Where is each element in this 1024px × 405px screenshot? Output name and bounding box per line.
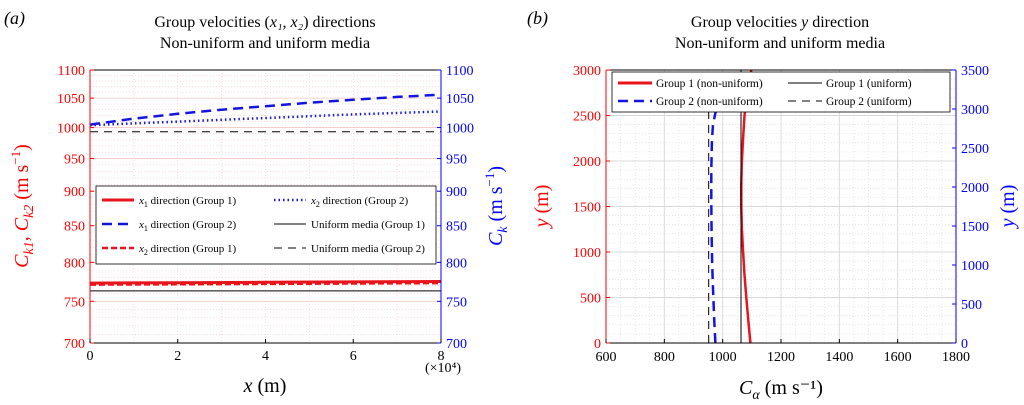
legend-label: Group 2 (non-uniform) <box>656 96 763 108</box>
panel-b-right-y-axis-label: y (m) <box>997 185 1019 230</box>
x-tick-label: 600 <box>596 350 617 365</box>
x-tick-label: 6 <box>350 349 357 364</box>
panel-a-title-line1: Group velocities (x₁, x₂) directions <box>154 14 375 31</box>
right-y-tick-label: 3500 <box>961 64 989 79</box>
left-y-tick-label: 850 <box>64 220 85 235</box>
legend-a-box <box>95 185 437 265</box>
legend-label: Group 2 (uniform) <box>826 96 912 108</box>
legend-b: Group 1 (non-uniform) Group 1 (uniform) Gr… <box>611 71 951 113</box>
panel-b-title-line2: Non-uniform and uniform media <box>675 35 885 52</box>
panel-a-x-axis-label: x (m) <box>243 375 287 397</box>
right-y-tick-label: 3000 <box>961 103 989 118</box>
panel-a-x-multiplier: (×10⁴) <box>425 361 461 376</box>
right-y-tick-label: 750 <box>446 295 467 310</box>
right-y-tick-label: 700 <box>446 337 467 352</box>
panel-b-title-line1: Group velocities y direction <box>691 14 869 31</box>
series-line <box>89 93 442 126</box>
legend-a: x1 direction (Group 1) x2 direction (Grou… <box>95 185 437 265</box>
left-y-tick-label: 0 <box>594 337 601 352</box>
left-y-tick-label: 1000 <box>573 246 601 261</box>
plot-a: 700 700 750 750 800 800 850 850 900 900 950 950 1000… <box>57 64 474 364</box>
plot-b: 0 500 1000 1500 2000 2500 3000 0 500 1000 1500 2000… <box>573 64 989 365</box>
legend-label: Group 1 (non-uniform) <box>656 78 763 90</box>
left-y-tick-label: 1100 <box>58 64 85 79</box>
panel-a-label: (a) <box>4 8 25 29</box>
right-y-tick-label: 1050 <box>446 92 474 107</box>
panel-b-label: (b) <box>527 8 548 29</box>
legend-label: x1 direction (Group 1) <box>138 195 237 209</box>
series-line <box>89 280 442 285</box>
x-tick-label: 800 <box>654 350 675 365</box>
right-y-tick-label: 2000 <box>961 181 989 196</box>
panel-b-x-axis-label: Cα (m s⁻¹) <box>739 377 823 403</box>
left-y-tick-label: 2500 <box>573 110 601 125</box>
right-y-tick-label: 1500 <box>961 220 989 235</box>
right-y-tick-label: 1000 <box>961 259 989 274</box>
right-y-tick-label: 900 <box>446 185 467 200</box>
legend-b-box <box>611 71 951 113</box>
left-y-tick-label: 1000 <box>57 122 85 137</box>
left-y-tick-label: 2000 <box>573 155 601 170</box>
x-tick-label: 1600 <box>884 350 912 365</box>
x-tick-label: 0 <box>87 349 94 364</box>
x-tick-label: 8 <box>438 349 445 364</box>
right-y-tick-label: 500 <box>961 298 982 313</box>
x-tick-label: 4 <box>262 349 269 364</box>
right-y-tick-label: 1100 <box>446 64 473 79</box>
right-y-tick-label: 800 <box>446 256 467 271</box>
x-tick-label: 2 <box>174 349 181 364</box>
series-line <box>89 281 442 286</box>
left-y-tick-label: 1050 <box>57 92 85 107</box>
right-y-tick-label: 2500 <box>961 142 989 157</box>
left-y-tick-label: 800 <box>64 256 85 271</box>
right-y-tick-label: 0 <box>961 337 968 352</box>
left-y-tick-label: 950 <box>64 153 85 168</box>
series-line <box>89 110 442 127</box>
left-y-tick-label: 750 <box>64 295 85 310</box>
legend-label: x1 direction (Group 2) <box>138 219 237 233</box>
x-tick-label: 1200 <box>767 350 795 365</box>
x-tick-label: 1400 <box>825 350 853 365</box>
panel-b-left-y-axis-label: y (m) <box>531 185 553 230</box>
right-y-tick-label: 1000 <box>446 122 474 137</box>
legend-label: Uniform media (Group 1) <box>311 219 425 231</box>
left-y-tick-label: 700 <box>64 337 85 352</box>
panel-a-title-line2: Non-uniform and uniform media <box>160 35 370 52</box>
legend-label: Group 1 (uniform) <box>826 78 912 90</box>
panel-a-left-y-axis-label: Ck1, Ck2 (m s−1) <box>8 144 37 268</box>
left-y-tick-label: 500 <box>580 292 601 307</box>
right-y-tick-label: 850 <box>446 220 467 235</box>
legend-label: x2 direction (Group 1) <box>138 243 237 257</box>
legend-label: Uniform media (Group 2) <box>311 243 425 255</box>
left-y-tick-label: 900 <box>64 185 85 200</box>
left-y-tick-label: 1500 <box>573 201 601 216</box>
panel-a-right-y-axis-label: Ck (m s−1) <box>482 166 511 246</box>
legend-label: x2 direction (Group 2) <box>310 195 409 209</box>
right-y-tick-label: 950 <box>446 153 467 168</box>
x-tick-label: 1800 <box>942 350 970 365</box>
x-tick-label: 1000 <box>709 350 737 365</box>
left-y-tick-label: 3000 <box>573 64 601 79</box>
